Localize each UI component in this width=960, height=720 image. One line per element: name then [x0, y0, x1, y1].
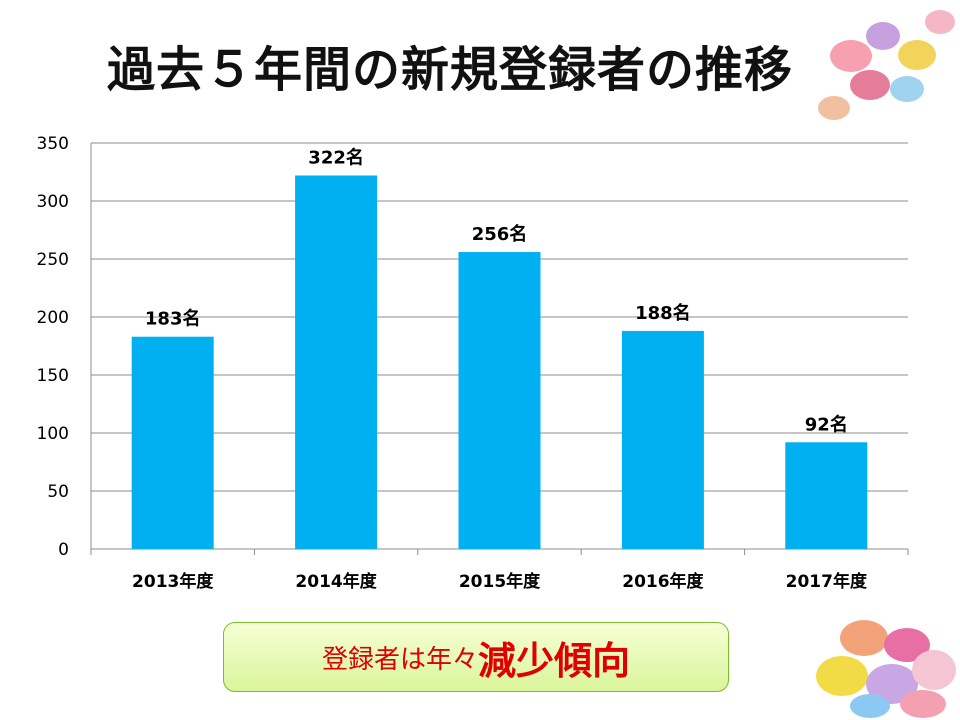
data-label: 256名 — [472, 223, 528, 245]
y-tick-label: 100 — [37, 424, 69, 444]
bar — [785, 442, 868, 549]
x-tick-label: 2015年度 — [459, 571, 541, 592]
slide-title: 過去５年間の新規登録者の推移 — [106, 42, 793, 98]
y-tick-label: 150 — [37, 366, 69, 386]
data-label: 92名 — [805, 413, 848, 435]
bar — [131, 336, 214, 549]
data-label: 188名 — [635, 302, 691, 324]
y-tick-label: 0 — [58, 540, 69, 560]
bar-chart: 0 50 100 150 200 250 300 350 183名 2013年度 322名 2014年… — [37, 134, 909, 592]
y-tick-label: 200 — [37, 308, 69, 328]
bar — [621, 330, 704, 549]
y-tick-label: 350 — [37, 134, 69, 154]
x-tick-label: 2014年度 — [295, 571, 377, 592]
summary-note: 登録者は年々 減少傾向 — [223, 622, 729, 692]
x-tick-label: 2016年度 — [622, 571, 704, 592]
note-prefix: 登録者は年々 — [321, 644, 478, 675]
y-tick-label: 50 — [47, 482, 69, 502]
bar — [295, 175, 378, 550]
data-label: 183名 — [145, 308, 201, 330]
x-tick-label: 2017年度 — [786, 571, 868, 592]
y-tick-label: 300 — [37, 192, 69, 212]
bar — [458, 252, 541, 550]
y-tick-label: 250 — [37, 250, 69, 270]
data-label: 322名 — [308, 146, 364, 168]
x-tick-label: 2013年度 — [132, 571, 214, 592]
note-emphasis: 減少傾向 — [478, 638, 631, 683]
